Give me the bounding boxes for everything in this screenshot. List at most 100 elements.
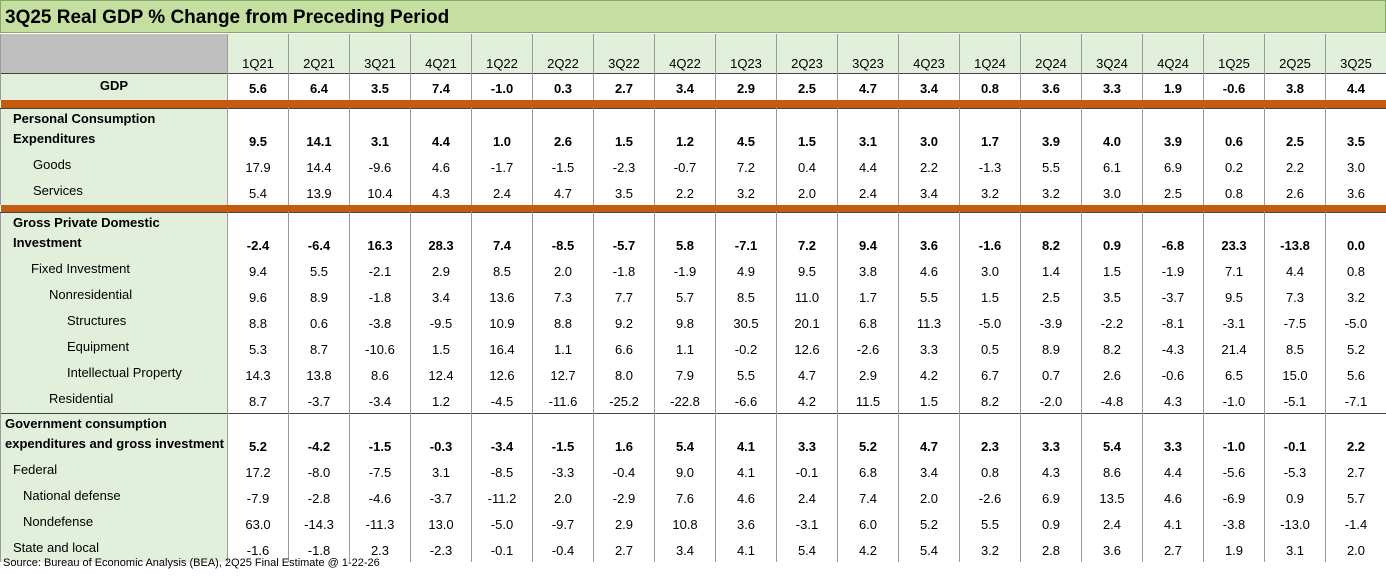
value-cell: 13.5 (1081, 483, 1143, 510)
value-cell: -5.7 (593, 212, 655, 257)
value-cell: 8.5 (715, 283, 777, 309)
value-cell: -2.2 (1081, 309, 1143, 335)
value-cell: 2.4 (837, 178, 899, 205)
value-cell: -0.1 (1264, 412, 1326, 458)
value-cell: 7.1 (1203, 257, 1265, 283)
value-cell: 5.2 (898, 509, 960, 536)
value-cell: -13.0 (1264, 509, 1326, 536)
value-cell: 6.6 (593, 335, 655, 361)
column-header: 3Q24 (1081, 34, 1143, 73)
data-row: GDP 5.6 6.4 3.5 7.4 -1.0 0.3 2.7 3.4 2.9 2.5 4.7 3.4… (0, 72, 1386, 100)
data-row: State and local -1.6 -1.8 2.3 -2.3 -0.1 -0.4 2.… (0, 535, 1386, 562)
value-cell: 0.0 (1325, 212, 1386, 257)
value-cell: 3.2 (1020, 178, 1082, 205)
value-cell: 8.6 (1081, 457, 1143, 484)
value-cell: 9.6 (227, 283, 289, 309)
value-cell: 3.0 (1081, 178, 1143, 205)
value-cell: -1.4 (1325, 509, 1386, 536)
value-cell: 3.3 (1020, 412, 1082, 458)
data-row: Government consumption expenditures and … (0, 412, 1386, 458)
value-cell: 3.8 (1264, 72, 1326, 100)
column-header: 1Q24 (959, 34, 1021, 73)
data-row: Nondefense 63.0 -14.3 -11.3 13.0 -5.0 -9.7 2.9 1… (0, 509, 1386, 536)
value-cell: 1.2 (410, 387, 472, 413)
value-cell: 1.5 (776, 107, 838, 153)
value-cell: 6.8 (837, 309, 899, 335)
value-cell: -1.6 (227, 535, 289, 562)
value-cell: -0.6 (1203, 72, 1265, 100)
data-row: Intellectual Property 14.3 13.8 8.6 12.4 12.6… (0, 361, 1386, 387)
value-cell: 3.3 (1142, 412, 1204, 458)
value-cell: 5.4 (654, 412, 716, 458)
value-cell: -1.5 (532, 152, 594, 179)
value-cell: 3.4 (898, 72, 960, 100)
value-cell: 3.6 (715, 509, 777, 536)
value-cell: 7.2 (776, 212, 838, 257)
column-header: 3Q25 (1325, 34, 1386, 73)
value-cell: 8.9 (288, 283, 350, 309)
value-cell: 3.2 (959, 535, 1021, 562)
value-cell: -5.0 (959, 309, 1021, 335)
value-cell: 2.7 (593, 72, 655, 100)
value-cell: 3.0 (1325, 152, 1386, 179)
value-cell: -3.7 (410, 483, 472, 510)
value-cell: 11.0 (776, 283, 838, 309)
value-cell: 8.5 (471, 257, 533, 283)
value-cell: 2.0 (532, 257, 594, 283)
value-cell: -8.5 (532, 212, 594, 257)
value-cell: -0.6 (1142, 361, 1204, 387)
value-cell: 0.9 (1264, 483, 1326, 510)
value-cell: -2.3 (410, 535, 472, 562)
value-cell: 5.5 (288, 257, 350, 283)
value-cell: 3.4 (410, 283, 472, 309)
value-cell: 2.2 (898, 152, 960, 179)
column-header: 2Q21 (288, 34, 350, 73)
value-cell: 7.3 (532, 283, 594, 309)
value-cell: -4.8 (1081, 387, 1143, 413)
value-cell: -3.8 (1203, 509, 1265, 536)
value-cell: -8.5 (471, 457, 533, 484)
value-cell: 2.9 (837, 361, 899, 387)
value-cell: 16.3 (349, 212, 411, 257)
value-cell: -2.4 (227, 212, 289, 257)
value-cell: 8.6 (349, 361, 411, 387)
value-cell: 9.5 (776, 257, 838, 283)
value-cell: 2.5 (776, 72, 838, 100)
value-cell: 1.5 (1081, 257, 1143, 283)
row-label: Residential (0, 387, 228, 413)
value-cell: 21.4 (1203, 335, 1265, 361)
value-cell: 4.4 (837, 152, 899, 179)
value-cell: 14.4 (288, 152, 350, 179)
value-cell: 0.2 (1203, 152, 1265, 179)
column-header: 2Q23 (776, 34, 838, 73)
data-row: National defense -7.9 -2.8 -4.6 -3.7 -11.2 2.0… (0, 483, 1386, 510)
value-cell: 2.4 (471, 178, 533, 205)
value-cell: 5.4 (898, 535, 960, 562)
data-row: Gross Private Domestic Investment -2.4 -6.… (0, 212, 1386, 257)
value-cell: 7.3 (1264, 283, 1326, 309)
value-cell: 3.2 (1325, 283, 1386, 309)
value-cell: 4.9 (715, 257, 777, 283)
value-cell: 5.5 (898, 283, 960, 309)
value-cell: 1.6 (593, 412, 655, 458)
value-cell: 2.5 (1020, 283, 1082, 309)
value-cell: 13.8 (288, 361, 350, 387)
value-cell: 1.7 (959, 107, 1021, 153)
value-cell: 17.9 (227, 152, 289, 179)
value-cell: 3.0 (959, 257, 1021, 283)
value-cell: -2.6 (837, 335, 899, 361)
data-row: Federal 17.2 -8.0 -7.5 3.1 -8.5 -3.3 -0.4 9.0 4.1… (0, 457, 1386, 484)
value-cell: 2.2 (1264, 152, 1326, 179)
value-cell: -3.7 (288, 387, 350, 413)
column-header: 3Q21 (349, 34, 411, 73)
value-cell: 1.5 (959, 283, 1021, 309)
value-cell: -4.5 (471, 387, 533, 413)
value-cell: -1.0 (1203, 387, 1265, 413)
value-cell: 2.9 (715, 72, 777, 100)
data-row: Services 5.4 13.9 10.4 4.3 2.4 4.7 3.5 2.2 3.2 2.0… (0, 178, 1386, 205)
value-cell: -4.2 (288, 412, 350, 458)
value-cell: 4.7 (532, 178, 594, 205)
value-cell: 2.6 (532, 107, 594, 153)
column-header: 3Q22 (593, 34, 655, 73)
